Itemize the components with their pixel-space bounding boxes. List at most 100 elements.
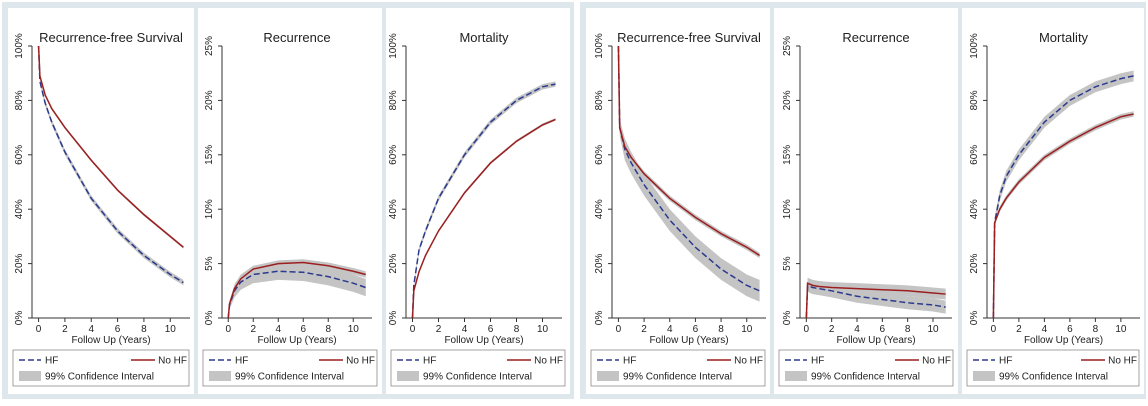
confidence-band xyxy=(412,81,556,318)
line xyxy=(227,261,366,319)
chart-title: Recurrence xyxy=(263,30,330,45)
legend-label: 99% Confidence Interval xyxy=(45,372,154,383)
line xyxy=(992,75,1134,319)
y-tick-label: 25% xyxy=(782,36,793,56)
y-tick-label: 100% xyxy=(14,33,25,59)
x-axis-label: Follow Up (Years) xyxy=(444,335,523,346)
y-tick-label: 60% xyxy=(14,145,25,165)
legend-swatch xyxy=(973,371,995,381)
x-tick-label: 2 xyxy=(641,324,647,335)
legend-box xyxy=(778,349,954,387)
line xyxy=(992,113,1134,319)
legend-label: 99% Confidence Interval xyxy=(423,372,532,383)
y-tick-label: 100% xyxy=(388,33,399,59)
y-tick-label: 60% xyxy=(969,145,980,165)
legend-label: No HF xyxy=(534,356,563,367)
line xyxy=(805,282,946,319)
y-tick-label: 20% xyxy=(388,253,399,273)
x-tick-label: 10 xyxy=(537,324,549,335)
y-tick-label: 5% xyxy=(782,256,793,271)
legend-label: 99% Confidence Interval xyxy=(235,372,344,383)
panel-background xyxy=(962,8,1144,394)
legend-box xyxy=(966,349,1140,387)
y-tick-label: 20% xyxy=(782,90,793,110)
legend-label: HF xyxy=(235,356,248,367)
x-tick-label: 0 xyxy=(410,324,416,335)
legend-swatch xyxy=(785,371,807,381)
x-tick-label: 4 xyxy=(667,324,673,335)
y-tick-label: 20% xyxy=(14,253,25,273)
x-tick-label: 2 xyxy=(829,324,835,335)
legend-box xyxy=(12,349,190,387)
chart-title: Mortality xyxy=(459,30,509,45)
x-tick-label: 6 xyxy=(300,324,306,335)
legend-label: HF xyxy=(423,356,436,367)
chart-title: Recurrence-free Survival xyxy=(39,30,183,45)
y-tick-label: 0% xyxy=(782,311,793,326)
x-tick-label: 0 xyxy=(616,324,622,335)
y-tick-label: 5% xyxy=(204,256,215,271)
x-tick-label: 0 xyxy=(804,324,810,335)
x-tick-label: 8 xyxy=(325,324,331,335)
x-tick-label: 6 xyxy=(693,324,699,335)
confidence-band xyxy=(618,46,760,302)
legend-label: No HF xyxy=(158,356,187,367)
x-tick-label: 10 xyxy=(165,324,177,335)
line xyxy=(805,284,946,319)
panel-background xyxy=(774,8,958,394)
legend-box xyxy=(390,349,566,387)
x-tick-label: 0 xyxy=(991,324,997,335)
x-tick-label: 0 xyxy=(36,324,42,335)
x-axis-label: Follow Up (Years) xyxy=(649,335,728,346)
legend-label: 99% Confidence Interval xyxy=(623,372,732,383)
x-axis-label: Follow Up (Years) xyxy=(71,335,150,346)
line xyxy=(37,45,184,248)
x-tick-label: 8 xyxy=(905,324,911,335)
x-tick-label: 0 xyxy=(225,324,231,335)
x-tick-label: 8 xyxy=(141,324,147,335)
panel-background xyxy=(386,8,570,394)
legend-swatch xyxy=(397,371,419,381)
x-tick-label: 6 xyxy=(488,324,494,335)
y-tick-label: 20% xyxy=(594,253,605,273)
panel-background xyxy=(586,8,770,394)
x-axis-label: Follow Up (Years) xyxy=(257,335,336,346)
y-tick-label: 40% xyxy=(969,199,980,219)
x-tick-label: 2 xyxy=(1016,324,1022,335)
y-tick-label: 20% xyxy=(969,253,980,273)
legend-label: 99% Confidence Interval xyxy=(999,372,1108,383)
legend-label: HF xyxy=(811,356,824,367)
x-tick-label: 10 xyxy=(741,324,753,335)
x-tick-label: 8 xyxy=(718,324,724,335)
x-axis-label: Follow Up (Years) xyxy=(1024,335,1103,346)
legend-label: No HF xyxy=(346,356,375,367)
y-tick-label: 10% xyxy=(782,199,793,219)
legend-label: No HF xyxy=(1108,356,1137,367)
panel-background xyxy=(198,8,382,394)
x-tick-label: 4 xyxy=(1042,324,1048,335)
legend-label: No HF xyxy=(734,356,763,367)
x-tick-label: 10 xyxy=(348,324,360,335)
legend-label: HF xyxy=(999,356,1012,367)
legend-label: No HF xyxy=(922,356,951,367)
y-tick-label: 0% xyxy=(594,311,605,326)
legend-label: HF xyxy=(623,356,636,367)
x-axis-label: Follow Up (Years) xyxy=(836,335,915,346)
line xyxy=(411,118,556,319)
legend-box xyxy=(590,349,766,387)
y-tick-label: 25% xyxy=(204,36,215,56)
x-tick-label: 2 xyxy=(62,324,68,335)
chart-title: Recurrence-free Survival xyxy=(617,30,761,45)
y-tick-label: 0% xyxy=(388,311,399,326)
y-tick-label: 60% xyxy=(594,145,605,165)
legend-box xyxy=(202,349,378,387)
line xyxy=(617,45,760,257)
legend-swatch xyxy=(597,371,619,381)
y-tick-label: 40% xyxy=(388,199,399,219)
x-tick-label: 4 xyxy=(462,324,468,335)
y-tick-label: 0% xyxy=(14,311,25,326)
x-tick-label: 2 xyxy=(436,324,442,335)
x-tick-label: 6 xyxy=(1067,324,1073,335)
chart-title: Mortality xyxy=(1039,30,1089,45)
